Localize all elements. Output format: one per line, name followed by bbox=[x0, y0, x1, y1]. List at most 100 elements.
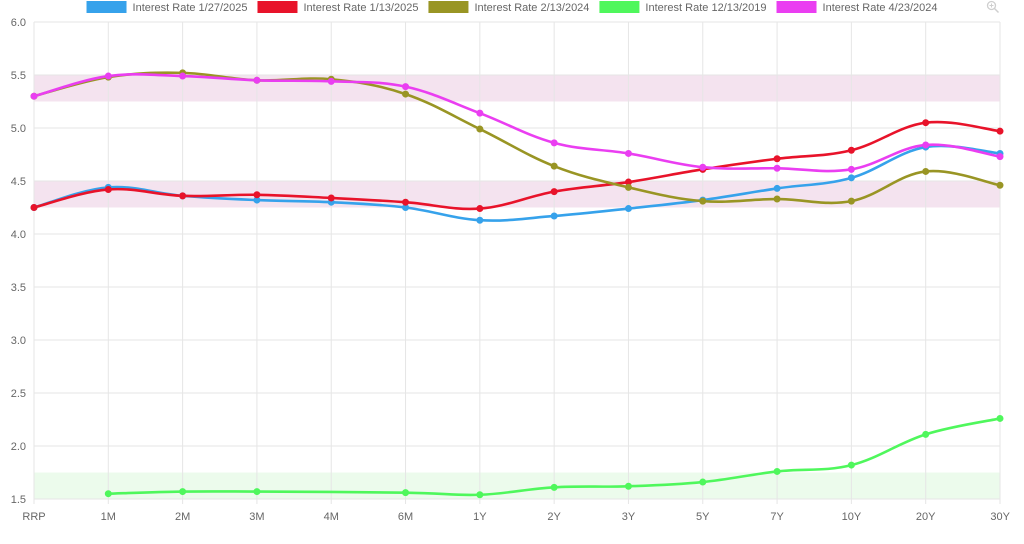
y-tick-label: 2.0 bbox=[11, 441, 26, 453]
data-point[interactable] bbox=[996, 153, 1004, 161]
highlight-bands bbox=[34, 75, 1000, 499]
data-point[interactable] bbox=[550, 188, 558, 196]
data-point[interactable] bbox=[624, 205, 632, 213]
data-point[interactable] bbox=[253, 488, 261, 496]
y-tick-label: 6.0 bbox=[11, 17, 26, 29]
legend-swatch bbox=[86, 1, 127, 13]
data-point[interactable] bbox=[104, 185, 112, 193]
data-point[interactable] bbox=[773, 195, 781, 203]
data-point[interactable] bbox=[402, 198, 410, 206]
data-point[interactable] bbox=[550, 139, 558, 147]
data-point[interactable] bbox=[847, 165, 855, 173]
series-lines bbox=[32, 71, 1002, 497]
data-point[interactable] bbox=[922, 141, 930, 149]
data-point[interactable] bbox=[179, 72, 187, 80]
data-point[interactable] bbox=[773, 184, 781, 192]
data-point[interactable] bbox=[476, 125, 484, 133]
legend-label: Interest Rate 12/13/2019 bbox=[645, 2, 766, 14]
data-point[interactable] bbox=[402, 489, 410, 497]
data-point[interactable] bbox=[624, 183, 632, 191]
data-point[interactable] bbox=[996, 127, 1004, 135]
data-point[interactable] bbox=[104, 490, 112, 498]
data-point[interactable] bbox=[179, 192, 187, 200]
data-point[interactable] bbox=[922, 430, 930, 438]
data-point[interactable] bbox=[550, 162, 558, 170]
data-point[interactable] bbox=[699, 197, 707, 205]
data-point[interactable] bbox=[996, 414, 1004, 422]
highlight-band-2 bbox=[34, 472, 1000, 499]
data-point[interactable] bbox=[30, 92, 38, 100]
data-point[interactable] bbox=[624, 149, 632, 157]
data-point[interactable] bbox=[30, 204, 38, 211]
legend-swatch bbox=[257, 1, 298, 13]
data-point[interactable] bbox=[847, 197, 855, 205]
grid-lines bbox=[33, 21, 1001, 504]
zoom-icon[interactable] bbox=[986, 0, 1000, 14]
x-tick-label: 7Y bbox=[770, 511, 784, 523]
legend-swatch bbox=[599, 1, 640, 13]
y-tick-label: 3.5 bbox=[11, 282, 26, 294]
y-tick-label: 3.0 bbox=[11, 335, 26, 347]
x-tick-label: 4M bbox=[324, 511, 339, 523]
legend-item-0[interactable]: Interest Rate 1/27/2025 bbox=[86, 1, 248, 14]
legend-item-3[interactable]: Interest Rate 12/13/2019 bbox=[599, 1, 767, 14]
legend-label: Interest Rate 2/13/2024 bbox=[474, 2, 589, 14]
legend-item-4[interactable]: Interest Rate 4/23/2024 bbox=[776, 1, 938, 14]
x-tick-label: 1Y bbox=[473, 511, 487, 523]
data-point[interactable] bbox=[327, 194, 335, 202]
legend-item-2[interactable]: Interest Rate 2/13/2024 bbox=[428, 1, 589, 14]
data-point[interactable] bbox=[550, 212, 558, 220]
legend-label: Interest Rate 1/27/2025 bbox=[133, 2, 248, 14]
data-point[interactable] bbox=[253, 191, 261, 199]
data-point[interactable] bbox=[847, 146, 855, 154]
data-point[interactable] bbox=[773, 164, 781, 172]
x-tick-label: RRP bbox=[22, 511, 45, 523]
legend-label: Interest Rate 1/13/2025 bbox=[303, 2, 418, 14]
y-axis-ticks: 1.5 2.0 2.5 3.0 3.5 4.0 4.5 5.0 5.5 6.0 bbox=[11, 17, 26, 506]
y-tick-label: 4.0 bbox=[11, 229, 26, 241]
data-point[interactable] bbox=[179, 488, 187, 496]
series-points bbox=[30, 69, 1004, 499]
data-point[interactable] bbox=[699, 163, 707, 171]
data-point[interactable] bbox=[847, 174, 855, 182]
x-tick-label: 1M bbox=[101, 511, 116, 523]
data-point[interactable] bbox=[847, 461, 855, 469]
data-point[interactable] bbox=[476, 205, 484, 213]
data-point[interactable] bbox=[402, 90, 410, 98]
x-tick-label: 3M bbox=[249, 511, 264, 523]
x-tick-label: 2M bbox=[175, 511, 190, 523]
x-tick-label: 10Y bbox=[842, 511, 862, 523]
x-tick-label: 5Y bbox=[696, 511, 710, 523]
legend[interactable]: Interest Rate 1/27/2025 Interest Rate 1/1… bbox=[86, 1, 938, 14]
legend-label: Interest Rate 4/23/2024 bbox=[823, 2, 938, 14]
data-point[interactable] bbox=[104, 72, 112, 80]
data-point[interactable] bbox=[550, 483, 558, 491]
data-point[interactable] bbox=[402, 83, 410, 91]
data-point[interactable] bbox=[773, 467, 781, 475]
y-tick-label: 2.5 bbox=[11, 388, 26, 400]
y-tick-label: 4.5 bbox=[11, 176, 26, 188]
legend-item-1[interactable]: Interest Rate 1/13/2025 bbox=[257, 1, 418, 14]
x-tick-label: 6M bbox=[398, 511, 413, 523]
x-tick-label: 30Y bbox=[990, 511, 1010, 523]
data-point[interactable] bbox=[476, 109, 484, 117]
data-point[interactable] bbox=[996, 181, 1004, 189]
data-point[interactable] bbox=[922, 119, 930, 127]
data-point[interactable] bbox=[773, 155, 781, 163]
data-point[interactable] bbox=[253, 76, 261, 84]
x-axis-ticks: RRP 1M 2M 3M 4M 6M 1Y 2Y 3Y 5Y 7Y 10Y 20Y 30Y bbox=[22, 511, 1010, 523]
y-tick-label: 5.5 bbox=[11, 70, 26, 82]
data-point[interactable] bbox=[476, 216, 484, 224]
x-tick-label: 20Y bbox=[916, 511, 936, 523]
legend-swatch bbox=[428, 1, 469, 13]
x-tick-label: 3Y bbox=[622, 511, 636, 523]
data-point[interactable] bbox=[922, 167, 930, 175]
data-point[interactable] bbox=[327, 77, 335, 85]
data-point[interactable] bbox=[699, 478, 707, 486]
legend-swatch bbox=[776, 1, 817, 13]
data-point[interactable] bbox=[476, 491, 484, 499]
data-point[interactable] bbox=[624, 482, 632, 490]
highlight-band-0 bbox=[34, 75, 1000, 102]
y-tick-label: 5.0 bbox=[11, 123, 26, 135]
